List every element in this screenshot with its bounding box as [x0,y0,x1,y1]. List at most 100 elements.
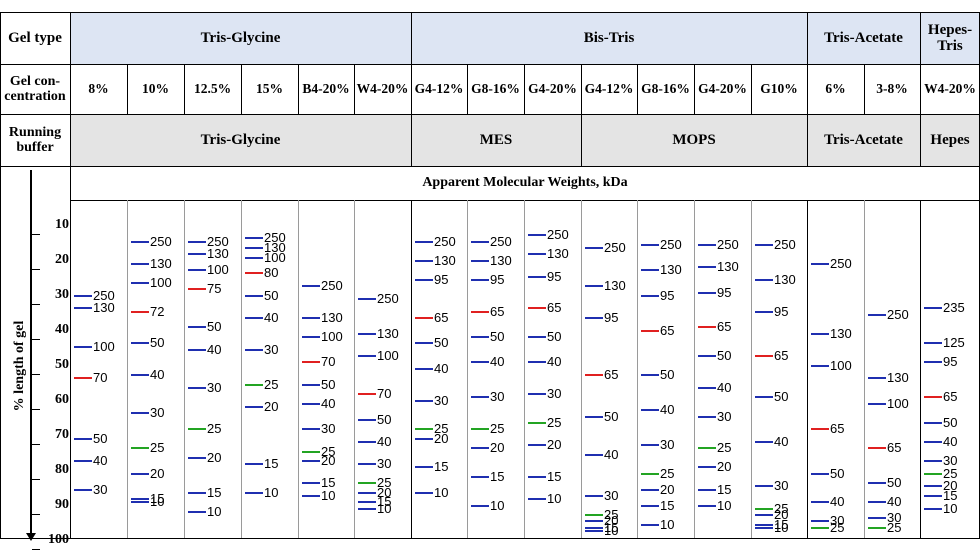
band-mark [302,361,320,364]
band-label: 70 [321,354,336,370]
band-label: 15 [943,488,958,504]
band-mark [641,523,659,526]
band-mark [188,491,206,494]
band-label: 15 [321,475,336,491]
band-mark [924,472,942,475]
band-mark [245,256,263,259]
band-mark [698,291,716,294]
band-mark [755,514,773,517]
band-label: 20 [321,453,336,469]
grid-line [807,64,808,114]
concentration-cell: 12.5% [193,80,232,96]
band-mark [528,498,546,501]
band-mark [811,526,829,529]
band-mark [188,386,206,389]
band-mark [74,294,92,297]
grid-line [694,200,695,538]
band-label: 250 [434,233,456,249]
band-mark [415,240,433,243]
band-label: 95 [774,303,789,319]
band-mark [755,440,773,443]
band-mark [868,526,886,529]
band-mark [302,450,320,453]
band-mark [924,361,942,364]
band-label: 130 [660,262,682,278]
band-mark [641,504,659,507]
band-mark [415,316,433,319]
band-mark [471,336,489,339]
grid-line [920,200,921,538]
band-mark [641,243,659,246]
y-tick-label: 20 [55,252,69,267]
band-label: 95 [943,354,958,370]
running-buffer-label: Running buffer [8,124,62,155]
band-label: 95 [604,309,619,325]
band-mark [415,342,433,345]
y-tick-mark [32,339,40,340]
band-mark [358,355,376,358]
grid-line [637,64,638,114]
concentration-cell: 10% [142,80,169,96]
band-mark [131,240,149,243]
band-mark [755,243,773,246]
band-mark [755,396,773,399]
concentration-cell: G10% [760,80,798,96]
band-label: 20 [377,484,392,500]
grid-line [524,200,525,538]
band-label: 250 [264,230,286,246]
band-label: 100 [264,249,286,265]
band-mark [755,485,773,488]
band-mark [471,447,489,450]
band-label: 250 [830,255,852,271]
band-mark [528,361,546,364]
band-label: 15 [547,468,562,484]
y-tick-label: 70 [55,427,69,442]
grid-line [241,64,242,114]
band-mark [641,488,659,491]
band-label: 10 [207,503,222,519]
band-label: 40 [943,433,958,449]
concentration-cell: 6% [825,80,846,96]
grid-line [0,64,980,65]
band-mark [358,418,376,421]
buffer-tris-glycine: Tris-Glycine [70,114,411,166]
band-mark [924,307,942,310]
band-mark [131,281,149,284]
band-label: 15 [434,459,449,475]
band-mark [188,240,206,243]
band-mark [358,507,376,510]
band-mark [188,348,206,351]
band-mark [358,482,376,485]
band-mark [358,440,376,443]
band-label: 10 [774,519,789,535]
band-label: 25 [660,465,675,481]
band-mark [358,393,376,396]
band-label: 130 [93,300,115,316]
band-label: 130 [547,246,569,262]
concentration-cell: W4-20% [924,80,976,96]
y-tick-label: 50 [55,357,69,372]
grid-line [694,64,695,114]
grid-line [751,200,752,538]
band-label: 50 [547,329,562,345]
band-mark [811,262,829,265]
band-mark [74,307,92,310]
band-label: 65 [830,421,845,437]
band-label: 250 [547,227,569,243]
band-label: 50 [150,335,165,351]
band-mark [358,491,376,494]
band-mark [358,332,376,335]
band-mark [528,275,546,278]
band-label: 10 [490,497,505,513]
grid-line [0,114,980,115]
band-mark [811,501,829,504]
band-label: 130 [887,370,909,386]
band-mark [302,460,320,463]
band-label: 40 [150,367,165,383]
band-mark [755,507,773,510]
band-mark [698,488,716,491]
grid-line [920,114,921,166]
y-tick-mark [32,304,40,305]
band-label: 50 [490,329,505,345]
band-label: 10 [604,523,619,538]
